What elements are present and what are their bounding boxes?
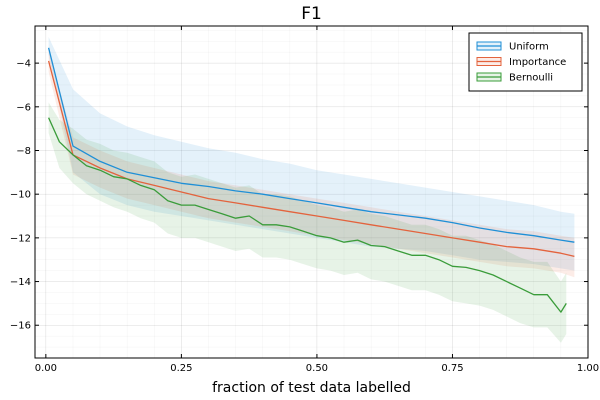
x-tick-label: 0.25 <box>170 363 192 374</box>
y-tick-label: −10 <box>10 190 31 201</box>
uniform-line <box>47 47 575 243</box>
x-tick-label: 1.00 <box>577 363 599 374</box>
legend-swatch-box <box>476 41 502 51</box>
legend-swatch-box <box>476 72 502 82</box>
x-axis-label: fraction of test data labelled <box>212 380 411 396</box>
y-tick-label: −16 <box>10 321 31 332</box>
x-tick-label: 0.75 <box>441 363 463 374</box>
y-tick-label: −4 <box>16 59 31 70</box>
uniform-band <box>48 36 575 271</box>
legend-label-uniform: Uniform <box>509 42 549 53</box>
legend: Uniform Importance Bernoulli <box>468 32 583 92</box>
plot-frame <box>34 25 589 359</box>
x-tick-label: 0.00 <box>35 363 57 374</box>
y-tick-label: −14 <box>10 277 31 288</box>
importance-line <box>47 60 575 258</box>
x-tick-label: 0.50 <box>306 363 328 374</box>
bernoulli-band <box>48 102 567 343</box>
y-tick-label: −12 <box>10 233 31 244</box>
legend-label-importance: Importance <box>509 57 566 68</box>
axis-ticks: 0.00 0.25 0.50 0.75 1.00 −4 −6 −8 −10 −12 −14 −16 <box>10 26 599 374</box>
bernoulli-line <box>48 117 567 313</box>
y-tick-label: −8 <box>16 146 31 157</box>
legend-swatch-box <box>476 57 502 66</box>
series-lines <box>47 47 575 313</box>
y-tick-label: −6 <box>16 102 31 113</box>
legend-label-bernoulli: Bernoulli <box>509 73 553 84</box>
chart-title: F1 <box>301 4 322 24</box>
